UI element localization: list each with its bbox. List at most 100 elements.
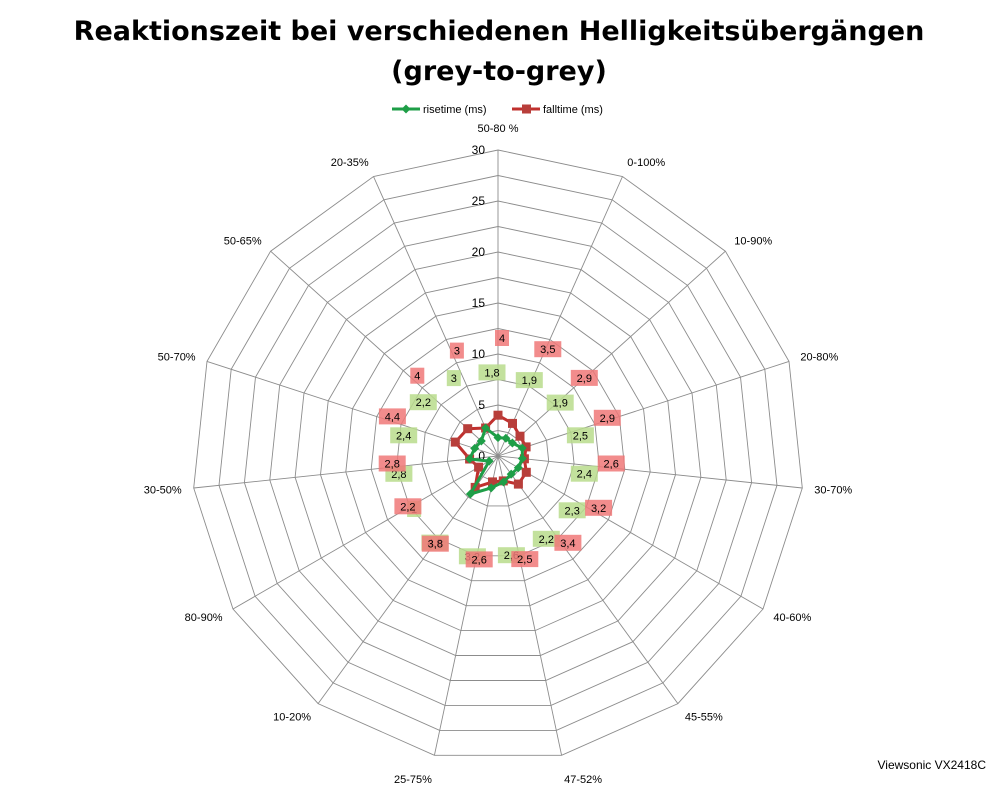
legend-marker-risetime [401, 104, 411, 114]
data-point-falltime [488, 477, 497, 487]
grid-ring [320, 277, 676, 632]
radial-tick-label: 30 [472, 143, 486, 157]
data-point-risetime [507, 438, 517, 448]
grid-ring [294, 251, 702, 656]
data-point-falltime [463, 424, 473, 434]
grid-spoke [317, 455, 499, 704]
data-point-risetime [517, 443, 527, 453]
data-label-box [421, 535, 449, 552]
data-label-box [378, 408, 406, 425]
watermark-model-name: Viewsonic VX2418C [877, 758, 986, 772]
data-label-falltime: 3 [454, 346, 460, 358]
grid-ring [370, 328, 626, 582]
data-label-risetime: 2,2 [539, 534, 554, 546]
data-point-falltime [521, 467, 531, 477]
data-label-risetime: 2,3 [565, 505, 580, 517]
chart-title: Reaktionszeit bei verschiedenen Helligke… [0, 12, 998, 92]
grid-spoke [497, 455, 563, 756]
data-point-risetime [465, 489, 475, 499]
category-label: 30-70% [814, 485, 852, 497]
data-point-risetime [486, 483, 496, 493]
data-point-risetime [481, 423, 491, 433]
data-label-falltime: 3,8 [428, 539, 443, 551]
legend-label-falltime: falltime (ms) [543, 104, 603, 116]
category-label: 80-90% [185, 612, 223, 624]
data-label-risetime: 2,2 [416, 397, 431, 409]
data-label-box [511, 551, 539, 568]
data-label-box [495, 330, 509, 346]
grid-ring [421, 379, 575, 532]
data-label-falltime: 3,2 [591, 503, 606, 515]
grid-spoke [497, 176, 623, 457]
data-point-risetime [517, 454, 527, 464]
data-point-falltime [474, 462, 484, 472]
data-label-box [534, 341, 562, 358]
data-label-falltime: 2,8 [385, 459, 400, 471]
data-point-risetime [513, 463, 523, 473]
data-label-falltime: 2,6 [472, 554, 487, 566]
data-point-risetime [470, 443, 480, 453]
category-label: 10-90% [734, 236, 772, 248]
radial-tick-label: 0 [478, 449, 485, 463]
category-label: 10-20% [273, 712, 311, 724]
data-label-box [515, 372, 543, 389]
category-label: 50-70% [158, 352, 196, 364]
category-label: 20-80% [800, 352, 838, 364]
data-label-falltime: 3,4 [560, 538, 575, 550]
grid-ring [269, 226, 727, 681]
data-point-falltime [521, 442, 531, 452]
grid-spoke [433, 455, 499, 756]
data-label-box [558, 502, 586, 519]
grid-spoke [497, 455, 679, 704]
series-line-risetime [468, 426, 524, 496]
category-label: 40-60% [773, 612, 811, 624]
data-label-box [478, 364, 506, 381]
grid-ring [345, 302, 651, 607]
category-label: 20-35% [331, 157, 369, 169]
category-label: 25-75% [394, 774, 432, 786]
radial-tick-label: 5 [478, 398, 485, 412]
data-label-box [585, 499, 613, 516]
data-label-box [532, 530, 560, 547]
data-label-box [449, 342, 464, 359]
radial-tick-labels: 0 5 10 15 20 25 30 [472, 143, 486, 463]
data-point-risetime [493, 433, 503, 443]
grid-spoke [497, 455, 803, 489]
grid-spoke [232, 455, 499, 610]
grid-spoke [270, 250, 499, 457]
data-label-box [390, 427, 418, 444]
radar-grid [193, 149, 803, 756]
data-label-box [394, 498, 422, 515]
data-label-box [378, 455, 406, 472]
category-labels: 50-80 % 0-100% 10-90% 20-80% 30-70% 40-60% 45-… [144, 123, 853, 786]
category-label: 30-50% [144, 485, 182, 497]
category-label: 47-52% [564, 774, 602, 786]
data-point-risetime [501, 433, 511, 443]
grid-spoke [193, 455, 499, 489]
grid-ring [243, 200, 753, 706]
radial-tick-label: 10 [472, 347, 486, 361]
grid-ring [446, 404, 550, 507]
data-label-box [446, 370, 461, 387]
grid-ring [193, 149, 803, 756]
radial-tick-label: 25 [472, 194, 486, 208]
data-label-risetime: 2,8 [391, 469, 406, 481]
category-label: 50-80 % [478, 123, 519, 135]
radial-tick-label: 20 [472, 245, 486, 259]
grid-spoke [497, 360, 790, 457]
data-label-box [410, 367, 425, 384]
series-line-falltime [453, 413, 528, 489]
category-label: 45-55% [685, 712, 723, 724]
data-label-falltime: 4 [499, 333, 505, 345]
data-label-box [597, 455, 625, 472]
data-label-risetime: 2,4 [396, 430, 411, 442]
data-label-falltime: 2,9 [577, 373, 592, 385]
data-label-risetime: 2,5 [573, 430, 588, 442]
data-label-risetime: 2,4 [577, 469, 592, 481]
legend: risetime (ms) falltime (ms) [392, 104, 603, 116]
data-label-falltime: 2,5 [517, 554, 532, 566]
data-label-box [546, 394, 574, 411]
chart-title-line-2: (grey-to-grey) [391, 56, 607, 87]
grid-spoke [497, 455, 764, 610]
